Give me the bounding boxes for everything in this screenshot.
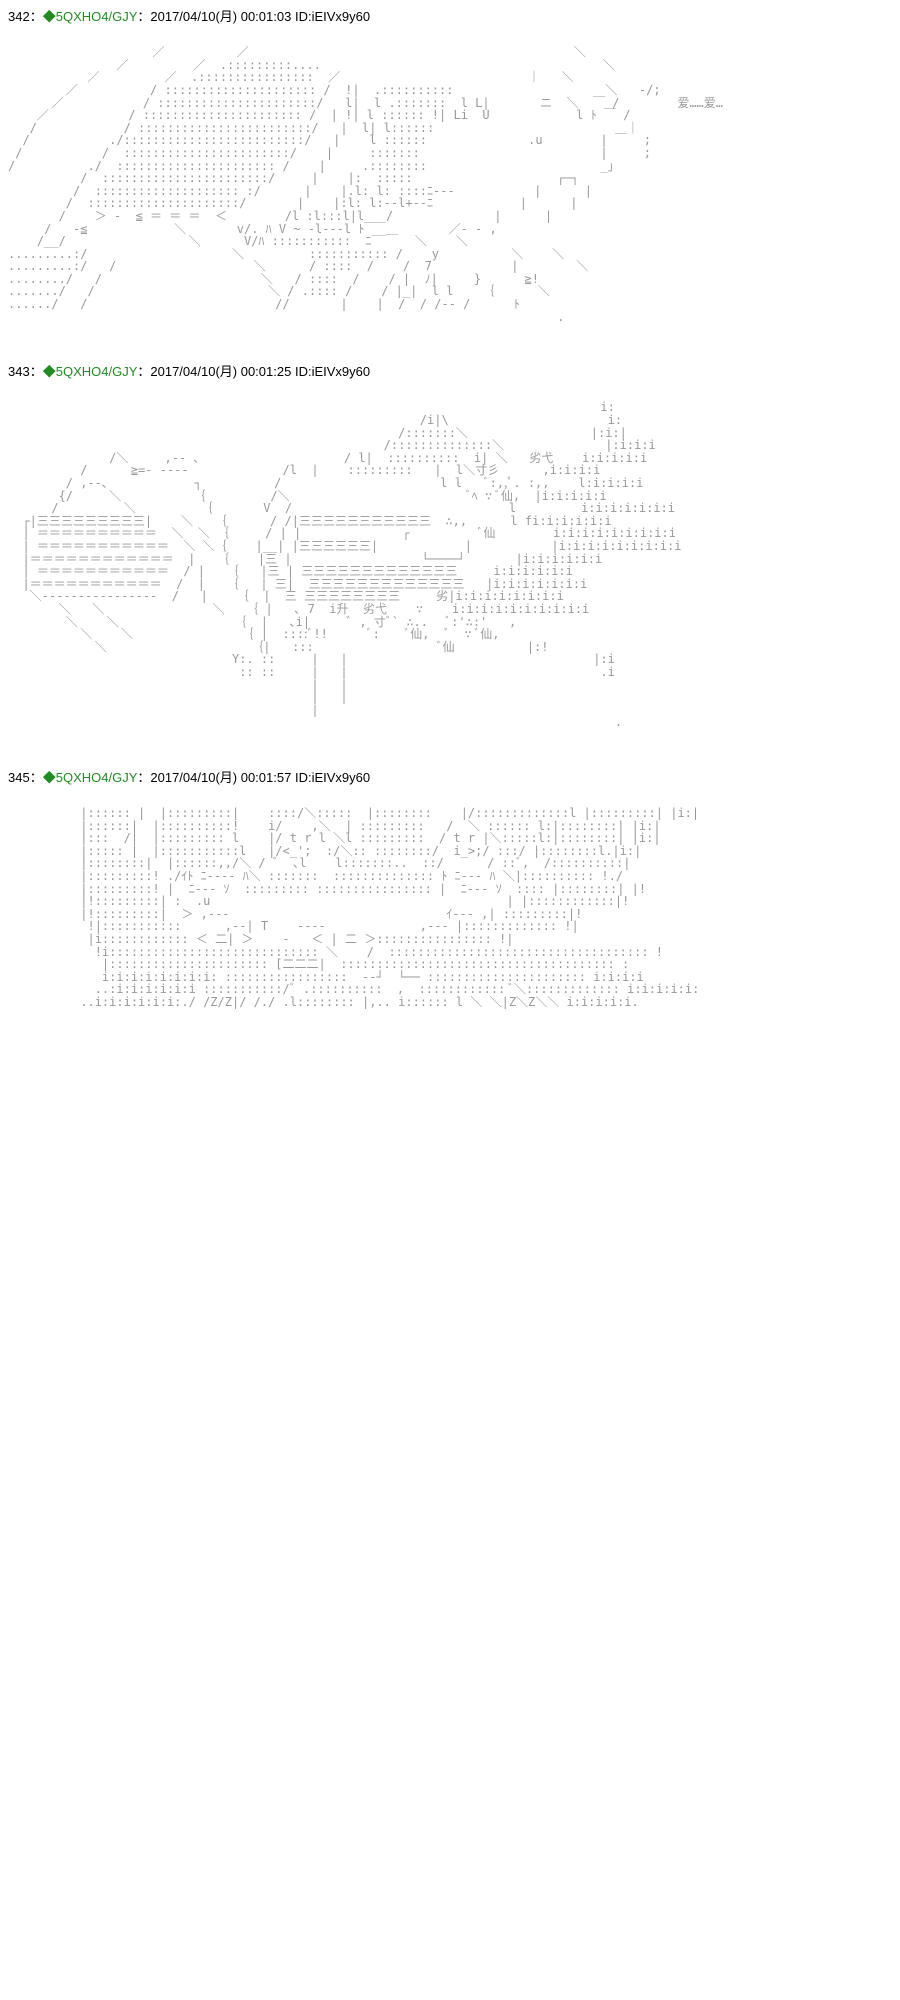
separator: ： bbox=[30, 9, 43, 24]
post-id: iEIVx9y60 bbox=[312, 364, 371, 379]
post-timestamp: 2017/04/10(月) 00:01:25 bbox=[150, 364, 291, 379]
diamond-icon: ◆ bbox=[43, 364, 56, 379]
trip-text: 5QXHO4/GJY bbox=[56, 770, 138, 785]
post-number: 342 bbox=[8, 9, 30, 24]
post: 345：◆5QXHO4/GJY：2017/04/10(月) 00:01:57 I… bbox=[8, 769, 900, 1009]
post-id-label: ID: bbox=[295, 770, 312, 785]
trip-text: 5QXHO4/GJY bbox=[56, 9, 138, 24]
post-header: 345：◆5QXHO4/GJY：2017/04/10(月) 00:01:57 I… bbox=[8, 769, 900, 787]
post-id-label: ID: bbox=[295, 9, 312, 24]
separator: ： bbox=[137, 9, 150, 24]
diamond-icon: ◆ bbox=[43, 9, 56, 24]
tripcode[interactable]: ◆5QXHO4/GJY bbox=[43, 9, 138, 24]
tripcode[interactable]: ◆5QXHO4/GJY bbox=[43, 364, 138, 379]
ascii-art-body: i: /i|\ i: /:::::::＼ |:i:| bbox=[8, 401, 900, 728]
post: 342：◆5QXHO4/GJY：2017/04/10(月) 00:01:03 I… bbox=[8, 8, 900, 323]
separator: ： bbox=[137, 770, 150, 785]
post: 343：◆5QXHO4/GJY：2017/04/10(月) 00:01:25 I… bbox=[8, 363, 900, 729]
post-timestamp: 2017/04/10(月) 00:01:03 bbox=[150, 9, 291, 24]
ascii-art-body: |:::::: | |:::::::::| ::::/＼::::: |:::::… bbox=[8, 807, 900, 1009]
post-timestamp: 2017/04/10(月) 00:01:57 bbox=[150, 770, 291, 785]
separator: ： bbox=[30, 364, 43, 379]
trip-text: 5QXHO4/GJY bbox=[56, 364, 138, 379]
post-id-label: ID: bbox=[295, 364, 312, 379]
post-id: iEIVx9y60 bbox=[312, 770, 371, 785]
tripcode[interactable]: ◆5QXHO4/GJY bbox=[43, 770, 138, 785]
separator: ： bbox=[137, 364, 150, 379]
ascii-art-body: ／ ／ ＼ ／ ／ .:::::::::.... ＼ ／ ／ .::::::::… bbox=[8, 46, 900, 323]
post-header: 342：◆5QXHO4/GJY：2017/04/10(月) 00:01:03 I… bbox=[8, 8, 900, 26]
post-header: 343：◆5QXHO4/GJY：2017/04/10(月) 00:01:25 I… bbox=[8, 363, 900, 381]
diamond-icon: ◆ bbox=[43, 770, 56, 785]
post-id: iEIVx9y60 bbox=[312, 9, 371, 24]
post-number: 343 bbox=[8, 364, 30, 379]
post-number: 345 bbox=[8, 770, 30, 785]
separator: ： bbox=[30, 770, 43, 785]
